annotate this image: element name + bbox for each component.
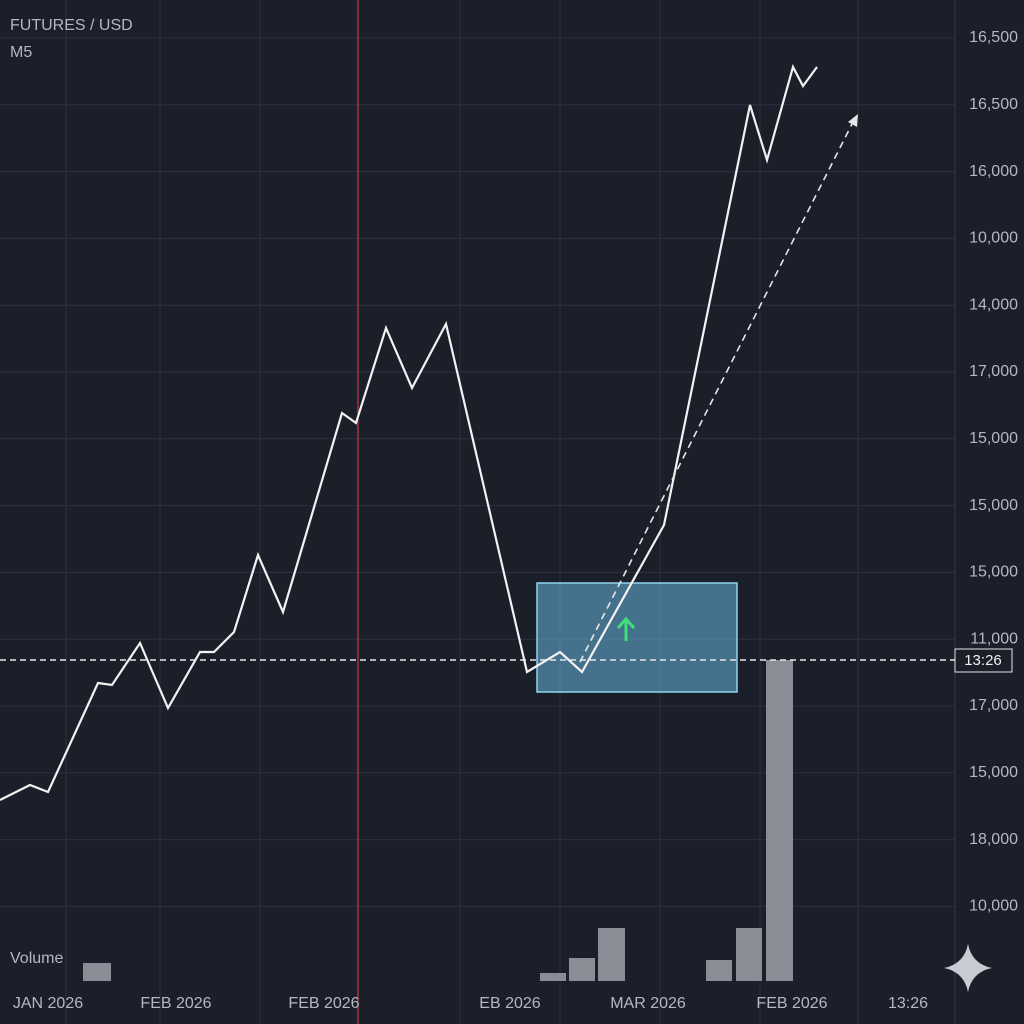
price-label: 15,000	[969, 430, 1018, 447]
time-label: 13:26	[888, 995, 928, 1012]
highlight-box	[536, 582, 738, 693]
trend-arrow	[579, 123, 853, 663]
time-label: FEB 2026	[756, 995, 827, 1012]
price-series	[0, 64, 818, 801]
price-label: 14,000	[969, 296, 1018, 313]
volume-bar	[569, 958, 595, 981]
price-label: 16,500	[969, 96, 1018, 113]
volume-label: Volume	[10, 950, 63, 967]
time-label: FEB 2026	[140, 995, 211, 1012]
chart-title: FUTURES / USD	[10, 17, 133, 34]
price-label: 15,000	[969, 764, 1018, 781]
price-tag: 13:26	[964, 652, 1002, 669]
time-label: FEB 2026	[288, 995, 359, 1012]
volume-bar	[706, 960, 732, 981]
price-axis: 16,500 16,500 16,000 10,000 14,000 17,000 15,0…	[969, 29, 1018, 914]
price-label: 15,000	[969, 497, 1018, 514]
time-axis: JAN 2026 FEB 2026 FEB 2026 EB 2026 MAR 2026 F…	[13, 995, 928, 1012]
price-label: 10,000	[969, 230, 1018, 247]
trend-arrow-head	[848, 114, 858, 127]
interval: M5	[10, 44, 32, 61]
grid	[0, 0, 955, 1024]
volume-bars	[83, 660, 793, 981]
price-label: 17,000	[969, 697, 1018, 714]
volume-bar	[736, 928, 762, 981]
time-label: EB 2026	[479, 995, 540, 1012]
time-label: JAN 2026	[13, 995, 83, 1012]
volume-bar	[83, 963, 111, 981]
price-label: 15,000	[969, 564, 1018, 581]
price-label: 11,000	[970, 630, 1018, 647]
price-label: 18,000	[969, 831, 1018, 848]
price-label: 17,000	[969, 363, 1018, 380]
volume-bar	[766, 660, 793, 981]
time-label: MAR 2026	[610, 995, 686, 1012]
price-label: 16,500	[969, 29, 1018, 46]
sparkle-icon[interactable]	[944, 944, 992, 992]
price-label: 16,000	[969, 163, 1018, 180]
volume-bar	[598, 928, 625, 981]
price-tag-box	[954, 648, 1013, 673]
up-arrow	[616, 616, 636, 641]
volume-bar	[540, 973, 566, 981]
price-label: 10,000	[969, 898, 1018, 915]
